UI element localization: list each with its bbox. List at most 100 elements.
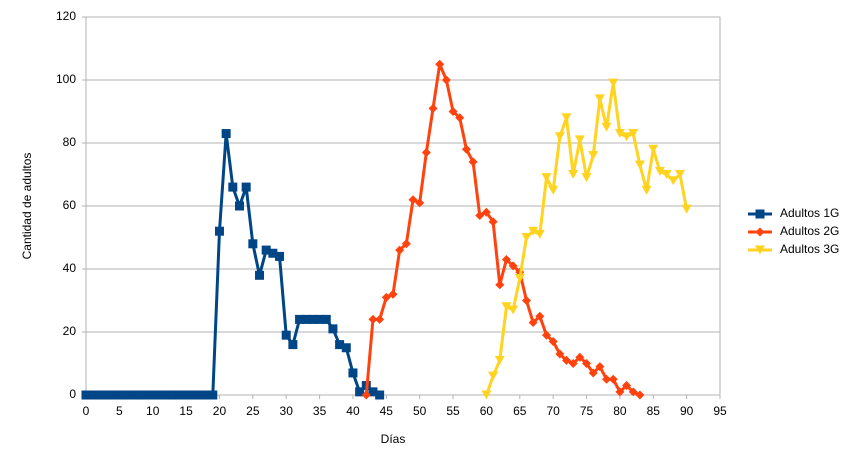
plot-border: [85, 16, 721, 396]
marker: [575, 352, 585, 362]
marker: [481, 390, 492, 400]
marker: [681, 204, 692, 214]
x-tick-label: 10: [146, 404, 160, 418]
x-tick-label: 70: [546, 404, 560, 418]
marker: [602, 374, 612, 384]
marker: [288, 340, 298, 350]
marker: [321, 314, 331, 324]
marker: [648, 144, 659, 154]
marker: [228, 182, 238, 192]
marker: [421, 147, 431, 157]
marker: [574, 135, 585, 145]
marker: [641, 185, 652, 195]
x-tick-label: 65: [513, 404, 527, 418]
marker: [415, 198, 425, 208]
legend-label: Adultos 3G: [780, 242, 839, 256]
marker: [755, 245, 765, 255]
marker: [608, 78, 619, 88]
marker: [535, 311, 545, 321]
marker: [328, 324, 338, 334]
x-tick-label: 20: [213, 404, 227, 418]
y-tick-label: 120: [56, 9, 76, 23]
marker: [568, 359, 578, 368]
marker: [361, 390, 371, 400]
marker: [501, 255, 511, 265]
marker: [615, 387, 625, 397]
x-tick-label: 25: [246, 404, 260, 418]
x-tick-label: 75: [580, 404, 594, 418]
marker: [581, 173, 592, 183]
x-tick-label: 35: [313, 404, 327, 418]
marker: [448, 107, 458, 116]
y-tick-label: 20: [63, 324, 77, 338]
y-tick-label: 100: [56, 72, 76, 86]
x-tick-label: 95: [713, 404, 727, 418]
marker: [275, 251, 285, 261]
marker: [621, 132, 632, 142]
y-tick-label: 0: [69, 387, 76, 401]
x-tick-label: 90: [680, 404, 694, 418]
x-tick-label: 5: [116, 404, 123, 418]
marker: [521, 233, 532, 242]
legend-label: Adultos 1G: [780, 206, 839, 220]
marker: [408, 195, 418, 205]
legend-label: Adultos 2G: [780, 224, 839, 238]
marker: [375, 390, 385, 400]
marker: [668, 176, 679, 186]
marker: [495, 280, 505, 290]
marker: [541, 330, 551, 340]
y-tick-label: 60: [63, 198, 77, 212]
marker: [554, 132, 565, 142]
marker: [594, 94, 605, 104]
marker: [528, 318, 538, 328]
y-tick-label: 80: [63, 135, 77, 149]
marker: [622, 381, 632, 391]
marker: [508, 261, 518, 271]
marker: [395, 245, 405, 255]
marker: [248, 239, 258, 249]
marker: [501, 302, 512, 312]
marker: [441, 75, 451, 85]
marker: [595, 362, 605, 372]
marker: [548, 185, 559, 195]
marker: [341, 343, 351, 353]
x-tick-label: 80: [613, 404, 627, 418]
marker: [755, 227, 765, 237]
x-tick-label: 30: [280, 404, 294, 418]
marker: [241, 182, 251, 192]
x-tick-label: 55: [446, 404, 460, 418]
x-tick-label: 40: [346, 404, 360, 418]
marker: [555, 349, 565, 359]
marker: [381, 292, 391, 302]
x-tick-label: 45: [380, 404, 394, 418]
marker: [521, 296, 531, 305]
marker: [588, 151, 599, 161]
x-tick-label: 85: [647, 404, 661, 418]
marker: [368, 314, 378, 324]
marker: [568, 170, 579, 179]
marker: [488, 371, 499, 381]
x-tick-label: 50: [413, 404, 427, 418]
marker: [508, 305, 519, 315]
marker: [654, 166, 665, 176]
marker: [661, 170, 672, 179]
marker: [214, 226, 224, 236]
marker: [628, 387, 638, 397]
marker: [534, 229, 545, 239]
marker: [435, 59, 445, 69]
marker: [582, 359, 592, 368]
marker: [428, 103, 438, 113]
marker: [221, 129, 231, 139]
marker: [481, 207, 491, 217]
marker: [208, 390, 218, 400]
marker: [528, 226, 539, 236]
marker: [455, 113, 465, 123]
marker: [614, 129, 625, 139]
marker: [255, 270, 265, 280]
marker: [548, 336, 558, 346]
marker: [628, 129, 639, 139]
x-tick-label: 15: [179, 404, 193, 418]
marker: [514, 273, 525, 283]
